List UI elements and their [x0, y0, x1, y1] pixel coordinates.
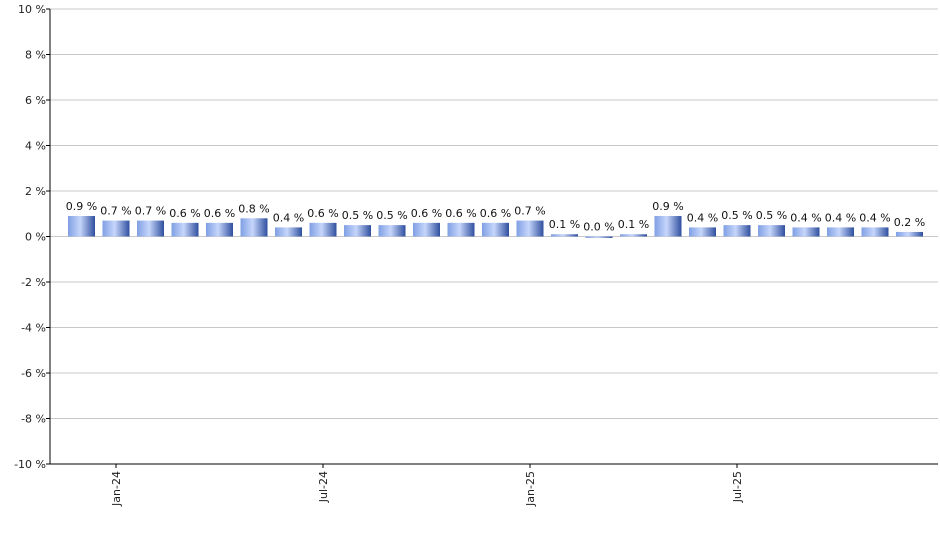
y-tick-label: 8 % — [25, 49, 46, 62]
bar — [344, 225, 371, 237]
y-tick-label: -6 % — [21, 367, 46, 380]
bar — [585, 236, 613, 238]
bar-value-label: 0.2 % — [894, 216, 925, 229]
bar — [378, 225, 406, 237]
bar-value-label: 0.6 % — [307, 207, 338, 220]
y-tick-label: -8 % — [21, 413, 46, 426]
bar — [689, 227, 716, 237]
bar-value-label: 0.1 % — [549, 218, 580, 231]
bar — [654, 216, 682, 237]
bar — [896, 231, 923, 237]
x-axis-ticks: Jan-24 Jul-24 Jan-25 Jul-25 — [110, 464, 744, 507]
bar — [827, 227, 854, 237]
bar-value-label: 0.4 % — [859, 211, 890, 224]
bar — [516, 220, 544, 237]
bar-value-label: 0.7 % — [135, 205, 166, 218]
y-tick-label: -10 % — [14, 458, 46, 471]
x-tick-label: Jul-24 — [317, 471, 330, 503]
y-tick-label: 4 % — [25, 140, 46, 153]
bar-value-label: 0.4 % — [273, 211, 304, 224]
bar-value-label: 0.6 % — [204, 207, 235, 220]
bar-value-label: 0.9 % — [652, 200, 683, 213]
bar-value-label: 0.6 % — [411, 207, 442, 220]
bar-value-label: 0.8 % — [238, 202, 269, 215]
bar — [482, 222, 509, 237]
bar-value-label: 0.6 % — [480, 207, 511, 220]
bar-value-label: 0.6 % — [169, 207, 200, 220]
bar — [413, 222, 440, 237]
bar — [240, 218, 268, 237]
bar — [275, 227, 302, 237]
bar-value-label: 0.7 % — [100, 205, 131, 218]
bar — [171, 222, 199, 237]
bar-value-label: 0.4 % — [790, 211, 821, 224]
y-tick-label: -2 % — [21, 276, 46, 289]
y-tick-label: 6 % — [25, 94, 46, 107]
data-labels: 0.9 % 0.7 % 0.7 % 0.6 % 0.6 % 0.8 %0.4 % 0.6 %… — [66, 200, 925, 233]
bar — [792, 227, 820, 237]
bar — [447, 222, 475, 237]
bar — [861, 227, 889, 237]
y-tick-label: 2 % — [25, 185, 46, 198]
bar-value-label: 0.5 % — [756, 209, 787, 222]
y-tick-label: 10 % — [18, 3, 46, 16]
bar — [551, 234, 578, 237]
y-tick-label: 0 % — [25, 231, 46, 244]
bar-value-label: 0.5 % — [721, 209, 752, 222]
x-tick-label: Jan-24 — [110, 471, 123, 507]
axes — [49, 9, 938, 465]
bar — [758, 225, 785, 237]
bar — [723, 225, 751, 237]
bar-value-label: 0.5 % — [342, 209, 373, 222]
bar — [309, 222, 337, 237]
bar-value-label: 0.6 % — [445, 207, 476, 220]
bar-value-label: 0.9 % — [66, 200, 97, 213]
bar — [620, 234, 647, 237]
bar-value-label: 0.4 % — [687, 211, 718, 224]
bar — [102, 220, 130, 237]
bars — [68, 216, 923, 238]
bar-value-label: 0.5 % — [376, 209, 407, 222]
bar-value-label: 0.4 % — [825, 211, 856, 224]
bar — [206, 222, 233, 237]
bar — [137, 220, 164, 237]
bar — [68, 216, 95, 237]
bar-value-label: 0.7 % — [514, 205, 545, 218]
bar-value-label: 0.1 % — [618, 218, 649, 231]
x-tick-label: Jul-25 — [731, 471, 744, 503]
bar-value-label: 0.0 % — [583, 221, 614, 234]
y-axis-ticks: 10 % 8 % 6 % 4 % 2 % 0 % -2 % -4 % -6 % -8 % -10 % — [14, 3, 50, 471]
x-tick-label: Jan-25 — [524, 471, 537, 507]
y-tick-label: -4 % — [21, 322, 46, 335]
